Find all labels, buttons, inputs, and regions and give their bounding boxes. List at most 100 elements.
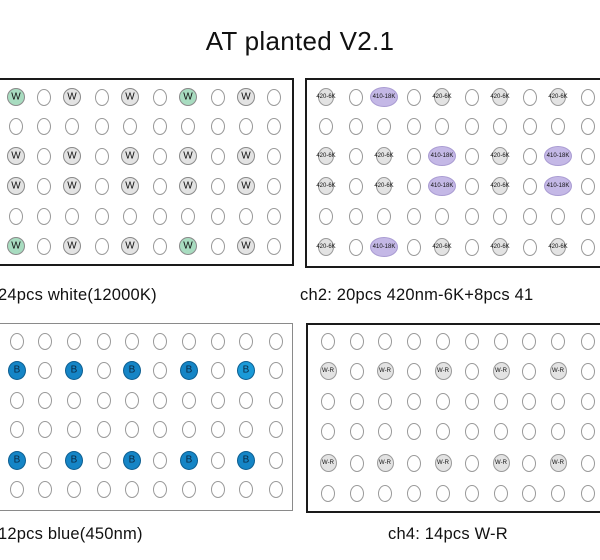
- led-label: W: [125, 91, 135, 103]
- led-ch3-empty: [239, 391, 253, 409]
- led-ch1-empty: [267, 88, 281, 106]
- led-ch3-empty: [269, 361, 283, 379]
- led-ch4-empty: [465, 484, 479, 502]
- led-ch3-empty: [67, 391, 81, 409]
- led-ch1-empty: [211, 207, 225, 225]
- led-ch4-empty: [350, 392, 364, 410]
- led-ch2-labeled: [318, 147, 334, 165]
- led-ch2-labeled: [376, 147, 392, 165]
- led-ch4-empty: [436, 422, 450, 440]
- led-ch3-labeled: [123, 450, 141, 470]
- led-ch2-labeled: [550, 88, 566, 106]
- led-ch3-empty: [153, 332, 167, 350]
- led-ch3-empty: [153, 480, 167, 498]
- led-ch2-empty: [581, 147, 595, 165]
- led-ch3-empty: [38, 361, 52, 379]
- led-label: 420-6K: [432, 244, 452, 250]
- led-ch1-labeled: [237, 88, 255, 106]
- led-ch1-empty: [181, 207, 195, 225]
- led-ch2-labeled: [376, 177, 392, 195]
- led-ch2-empty: [581, 88, 595, 106]
- led-ch4-empty: [551, 332, 565, 350]
- led-ch3-empty: [182, 332, 196, 350]
- led-label: W-R: [552, 460, 564, 466]
- led-ch4-empty: [407, 392, 421, 410]
- led-ch1-empty: [37, 117, 51, 135]
- led-ch4-labeled: [376, 362, 394, 380]
- led-ch2-empty: [465, 207, 479, 225]
- led-ch2-empty: [581, 117, 595, 135]
- led-label: W-R: [379, 368, 391, 374]
- led-ch1-empty: [37, 147, 51, 165]
- led-ch4-empty: [522, 332, 536, 350]
- led-ch2-empty: [435, 117, 449, 135]
- led-ch3-empty: [269, 332, 283, 350]
- led-label: W-R: [495, 368, 507, 374]
- led-ch4-empty: [407, 332, 421, 350]
- led-ch4-labeled: [492, 454, 510, 472]
- led-ch2-empty: [407, 88, 421, 106]
- led-ch3-labeled: [65, 360, 83, 380]
- led-ch2-empty: [407, 117, 421, 135]
- led-ch4-empty: [436, 332, 450, 350]
- led-ch2-empty: [349, 117, 363, 135]
- led-label: W: [11, 180, 21, 192]
- led-ch4-empty: [436, 392, 450, 410]
- led-ch4-empty: [522, 392, 536, 410]
- led-ch1-empty: [95, 117, 109, 135]
- led-ch1-labeled: [7, 177, 25, 195]
- led-ch2-labeled: [370, 237, 398, 257]
- led-ch1-empty: [267, 177, 281, 195]
- led-ch4-labeled: [319, 454, 337, 472]
- led-ch3-empty: [269, 451, 283, 469]
- led-ch4-labeled: [549, 362, 567, 380]
- led-ch3-empty: [97, 480, 111, 498]
- led-ch3-empty: [153, 451, 167, 469]
- led-ch1-empty: [123, 117, 137, 135]
- led-ch1-labeled: [179, 237, 197, 255]
- led-ch2-empty: [465, 177, 479, 195]
- led-label: W-R: [495, 460, 507, 466]
- led-ch1-empty: [153, 177, 167, 195]
- led-ch2-labeled: [492, 147, 508, 165]
- led-ch3-empty: [269, 480, 283, 498]
- led-label: 420-6K: [432, 94, 452, 100]
- page-title: AT planted V2.1: [205, 26, 395, 56]
- led-ch3-empty: [38, 420, 52, 438]
- led-ch2-empty: [551, 117, 565, 135]
- led-label: W: [241, 150, 251, 162]
- led-ch4-empty: [494, 422, 508, 440]
- led-label: B: [128, 364, 136, 376]
- led-ch3-labeled: [8, 450, 26, 470]
- led-label: W-R: [437, 460, 449, 466]
- led-ch4-empty: [378, 422, 392, 440]
- led-ch3-labeled: [180, 450, 198, 470]
- led-ch3-empty: [38, 451, 52, 469]
- led-ch2-empty: [493, 117, 507, 135]
- led-ch2-empty: [377, 117, 391, 135]
- led-label: B: [70, 364, 78, 376]
- led-label: 420-6K: [374, 183, 394, 189]
- led-ch2-empty: [319, 117, 333, 135]
- led-ch3-empty: [269, 420, 283, 438]
- led-ch3-empty: [269, 391, 283, 409]
- led-label: B: [242, 454, 250, 466]
- led-ch2-labeled: [492, 88, 508, 106]
- led-label: 420-6K: [374, 153, 394, 159]
- led-ch4-empty: [494, 332, 508, 350]
- caption-ch1: 24pcs white(12000K): [0, 286, 157, 304]
- led-ch2-empty: [465, 238, 479, 256]
- led-ch1-empty: [95, 88, 109, 106]
- led-ch1-empty: [211, 237, 225, 255]
- led-label: 410-18K: [546, 153, 570, 159]
- led-label: 420-6K: [316, 94, 336, 100]
- led-ch4-empty: [465, 332, 479, 350]
- led-label: 420-6K: [548, 94, 568, 100]
- led-label: 420-6K: [316, 183, 336, 189]
- led-ch3-empty: [97, 332, 111, 350]
- led-ch1-empty: [9, 117, 23, 135]
- led-ch1-empty: [153, 207, 167, 225]
- led-ch2-labeled: [370, 87, 398, 107]
- led-ch2-empty: [581, 207, 595, 225]
- led-ch4-labeled: [376, 454, 394, 472]
